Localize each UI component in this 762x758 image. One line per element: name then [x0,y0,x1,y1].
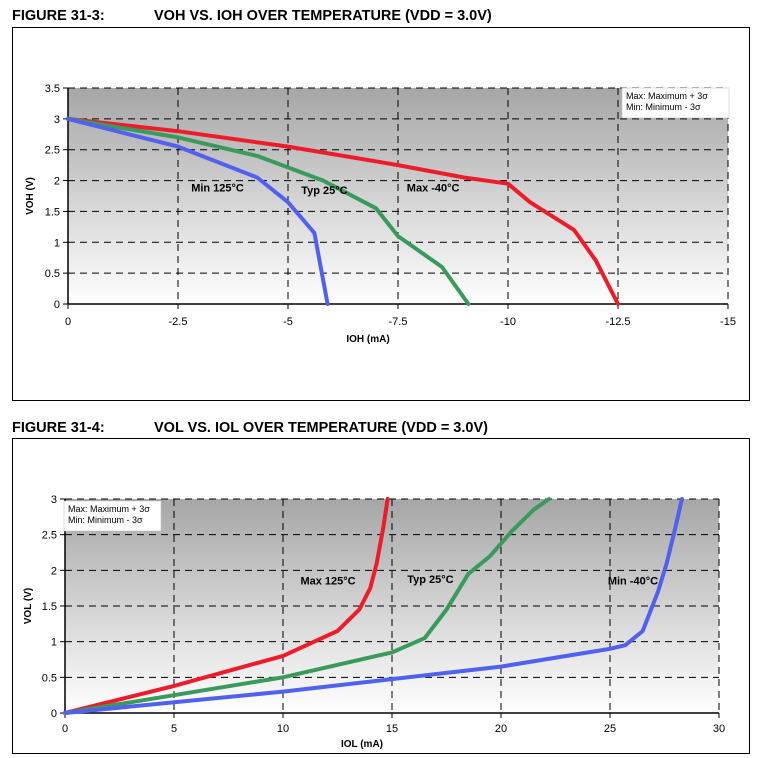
x-tick-label: 30 [713,723,725,735]
x-tick-label: -5 [283,316,293,328]
y-tick-label: 1 [51,637,57,649]
x-tick-label: -15 [720,316,736,328]
x-tick-label: -7.5 [389,316,408,328]
y-tick-label: 1.5 [45,206,60,218]
series-label: Typ 25°C [407,574,453,586]
series-label: Min -40°C [608,576,658,588]
figure-number: FIGURE 31-3: [12,8,105,24]
x-tick-label: -10 [500,316,516,328]
x-tick-label: -2.5 [169,316,188,328]
y-tick-label: 3.5 [45,83,60,95]
y-tick-label: 2.5 [42,530,57,542]
y-tick-label: 0 [51,708,57,720]
y-axis-title: VOL (V) [23,588,34,624]
y-tick-label: 0.5 [45,268,60,280]
series-label: Max -40°C [407,183,460,195]
series-line [66,116,620,306]
figure-31-4-heading: FIGURE 31-4: VOL VS. IOL OVER TEMPERATUR… [12,420,612,440]
y-axis-title: VOH (V) [25,177,36,215]
chart-vol-frame: 0 0.5 1 1.5 2 2.5 3 0 5 10 15 20 25 30 IOL (mA) VOL (V)… [12,438,750,754]
x-tick-label: 0 [62,723,68,735]
x-tick-label: 5 [171,723,177,735]
y-tick-label: 2.5 [45,145,60,157]
y-tick-label: 0.5 [42,672,57,684]
x-tick-label: -12.5 [605,316,630,328]
legend-note-box [621,87,730,119]
figure-title: VOL VS. IOL OVER TEMPERATURE (VDD = 3.0V… [154,420,488,436]
y-tick-label: 2 [54,176,60,188]
y-tick-label: 1 [54,237,60,249]
x-axis-title: IOL (mA) [341,739,383,750]
x-tick-label: 10 [277,723,289,735]
y-tick-label: 2 [51,565,57,577]
x-axis-title: IOH (mA) [346,334,389,345]
x-tick-label: 15 [386,723,398,735]
series-label: Typ 25°C [301,185,347,197]
figure-title: VOH VS. IOH OVER TEMPERATURE (VDD = 3.0V… [154,8,492,24]
chart-voh-frame: 0 0.5 1 1.5 2 2.5 3 3.5 0 -2.5 -5 -7.5 -10 -12.5 -15 IO… [12,27,750,401]
x-tick-label: 25 [604,723,616,735]
figure-number: FIGURE 31-4: [12,420,105,436]
y-tick-label: 0 [54,299,60,311]
legend-note-line: Max: Maximum + 3σ [68,504,150,514]
y-tick-label: 1.5 [42,601,57,613]
legend-note-line: Min: Minimum - 3σ [68,515,143,525]
x-tick-label: 0 [65,316,71,328]
y-tick-label: 3 [54,114,60,126]
series-line [66,116,330,306]
legend-note-line: Max: Maximum + 3σ [626,91,708,101]
series-line [66,116,471,306]
series-line [63,497,551,715]
series-line [63,497,684,715]
legend-note-line: Min: Minimum - 3σ [626,102,701,112]
figure-31-3-heading: FIGURE 31-3: VOH VS. IOH OVER TEMPERATUR… [12,8,612,28]
series-label: Min 125°C [191,183,244,195]
series-line [63,497,390,715]
legend-note-box [63,500,162,532]
x-tick-label: 20 [495,723,507,735]
series-label: Max 125°C [300,576,355,588]
chart-voh: 0 0.5 1 1.5 2 2.5 3 3.5 0 -2.5 -5 -7.5 -10 -12.5 -15 IO… [25,83,736,345]
y-tick-label: 3 [51,494,57,506]
